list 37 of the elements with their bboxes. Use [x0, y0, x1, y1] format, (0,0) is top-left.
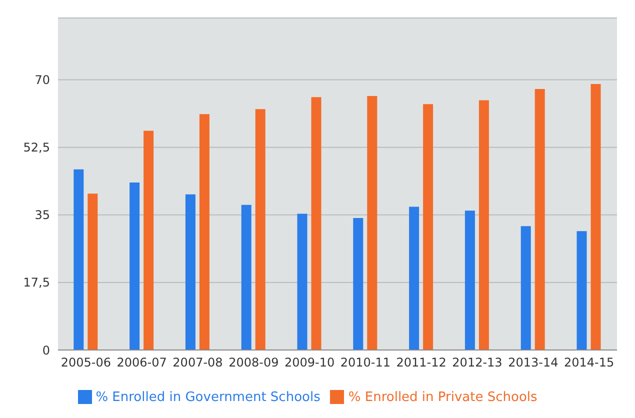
x-tick-label: 2014-15	[564, 356, 614, 370]
x-tick-label: 2013-14	[508, 356, 558, 370]
bar	[88, 194, 98, 350]
x-tick-label: 2007-08	[172, 356, 223, 370]
bar	[478, 100, 489, 350]
legend-label: % Enrolled in Private Schools	[348, 390, 538, 405]
bar	[74, 169, 84, 350]
bar	[199, 114, 210, 350]
y-tick-label: 52,5	[23, 140, 50, 155]
bar	[353, 218, 364, 350]
bar	[423, 104, 434, 350]
y-tick-label: 17,5	[23, 276, 50, 290]
legend-label: % Enrolled in Government Schools	[96, 390, 320, 405]
y-tick-label: 70	[34, 73, 50, 88]
bar	[130, 182, 140, 350]
bar	[311, 97, 322, 350]
bar	[241, 204, 252, 350]
bar	[534, 89, 545, 350]
bar	[409, 206, 420, 350]
bar	[464, 210, 475, 350]
x-tick-label: 2005-06	[60, 356, 112, 370]
bar	[297, 214, 308, 350]
y-tick-label: 35	[34, 208, 50, 222]
bar	[520, 226, 531, 350]
x-tick-label: 2008-09	[228, 356, 279, 370]
x-tick-label: 2006-07	[116, 356, 167, 370]
y-tick-label: 0	[42, 343, 50, 358]
bar	[590, 84, 601, 350]
bar	[576, 231, 587, 350]
bar	[255, 109, 266, 350]
bar	[185, 194, 196, 350]
bar	[144, 130, 154, 350]
bar	[367, 96, 378, 350]
x-tick-label: 2012-13	[452, 356, 502, 370]
x-tick-label: 2011-12	[396, 356, 446, 370]
x-tick-label: 2010-11	[340, 356, 391, 370]
x-tick-label: 2009-10	[284, 356, 335, 370]
